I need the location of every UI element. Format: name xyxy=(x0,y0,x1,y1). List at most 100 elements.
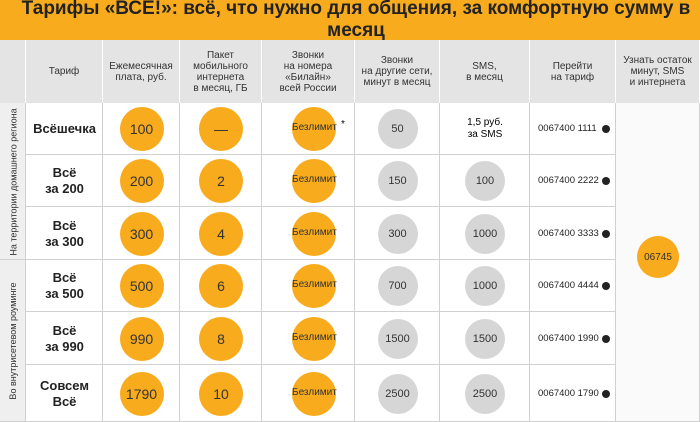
other: 1500 xyxy=(377,318,418,359)
tariff-name: Всё за 200 xyxy=(45,165,84,196)
internet-text: 4 xyxy=(217,225,225,242)
internet: 6 xyxy=(199,264,243,308)
cell-bg xyxy=(26,155,103,207)
internet-text: — xyxy=(214,121,228,137)
phone: 0067400 4444 xyxy=(538,280,599,291)
tariff-name: Всё за 300 xyxy=(45,217,84,249)
phone: 0067400 2222 xyxy=(538,175,599,186)
cell-bg xyxy=(103,155,180,207)
phone-icon xyxy=(602,125,610,133)
cell-bg xyxy=(355,103,440,155)
fee: 300 xyxy=(119,211,164,256)
tariff-name: Совсем Всё xyxy=(40,377,89,409)
cell-bg xyxy=(180,260,262,312)
column-header: Звонки на номера «Билайн» всей России xyxy=(262,40,355,103)
cell-bg xyxy=(180,155,262,207)
cell-bg xyxy=(180,312,262,365)
cell-bg xyxy=(530,260,616,312)
side-label: На территории домашнего региона xyxy=(8,107,18,256)
check-circle: 06745 xyxy=(637,236,679,278)
column-header: Пакет мобильного интернета в месяц, ГБ xyxy=(180,40,262,103)
sms: 1500 xyxy=(465,318,505,359)
cell-bg xyxy=(262,260,355,312)
cell-bg xyxy=(355,312,440,365)
cell-bg xyxy=(355,207,440,260)
other-text: 300 xyxy=(388,227,407,240)
other-text: 2500 xyxy=(385,387,410,400)
beeline-circle xyxy=(292,264,336,308)
fee-text: 100 xyxy=(129,121,154,137)
footnote-mark: * xyxy=(341,119,345,130)
other-text: 1500 xyxy=(385,332,410,345)
phone-icon xyxy=(602,334,610,343)
cell-bg xyxy=(440,260,530,312)
check-code: 06745 xyxy=(644,251,672,263)
cell-bg xyxy=(440,155,530,207)
fee-text: 300 xyxy=(129,225,154,242)
cell-bg xyxy=(530,207,616,260)
cell-bg xyxy=(180,103,262,155)
internet: 10 xyxy=(199,371,243,416)
beeline-circle xyxy=(292,107,336,151)
cell-bg xyxy=(262,207,355,260)
cell-bg xyxy=(355,155,440,207)
fee: 500 xyxy=(119,264,164,308)
phone-icon xyxy=(602,389,610,398)
cell-bg xyxy=(355,260,440,312)
internet: 4 xyxy=(199,211,243,256)
other: 300 xyxy=(377,213,418,254)
sms-text: 1000 xyxy=(472,280,498,292)
other: 50 xyxy=(377,109,418,149)
column-header: Тариф xyxy=(26,40,103,103)
phone-icon xyxy=(602,229,610,238)
internet-text: 8 xyxy=(217,330,225,347)
internet-text: 2 xyxy=(217,173,225,189)
cell-bg xyxy=(262,312,355,365)
sms: 2500 xyxy=(465,373,505,414)
column-header: Перейти на тариф xyxy=(530,40,616,103)
beeline-circle xyxy=(292,159,336,203)
other-text: 700 xyxy=(388,280,407,292)
cell-bg xyxy=(26,260,103,312)
column-header: Звонки на другие сети, минут в месяц xyxy=(355,40,440,103)
phone-icon xyxy=(602,177,610,185)
beeline-text: Безлимит xyxy=(292,386,337,398)
tariff-name: Всёшечка xyxy=(33,121,96,136)
other-text: 150 xyxy=(388,175,407,187)
title: Тарифы «ВСЁ!»: всё, что нужно для общени… xyxy=(0,0,700,41)
sms: 1000 xyxy=(465,213,505,254)
tariff-name: Всё за 500 xyxy=(45,270,84,301)
beeline-text: Безлимит xyxy=(292,226,337,238)
beeline-text: Безлимит xyxy=(292,331,337,343)
sms-text: 100 xyxy=(475,175,495,187)
cell-bg xyxy=(530,103,616,155)
sms-text: 2500 xyxy=(472,387,498,400)
cell-bg xyxy=(262,103,355,155)
cell-bg xyxy=(26,103,103,155)
fee-text: 200 xyxy=(129,173,154,189)
other-text: 50 xyxy=(391,123,404,135)
cell-bg xyxy=(103,260,180,312)
other: 2500 xyxy=(377,373,418,414)
internet: 2 xyxy=(199,159,243,203)
phone-icon xyxy=(602,282,610,290)
sms-text: 1,5 руб. за SMS xyxy=(467,117,503,140)
other: 700 xyxy=(377,266,418,306)
phone: 0067400 1990 xyxy=(538,332,599,344)
fee-text: 500 xyxy=(129,278,154,294)
beeline-circle xyxy=(292,371,336,416)
beeline-circle xyxy=(292,211,336,256)
cell-bg xyxy=(262,155,355,207)
phone: 0067400 1790 xyxy=(538,387,599,399)
beeline-circle xyxy=(292,316,336,361)
side-header xyxy=(0,40,26,103)
other: 150 xyxy=(377,161,418,201)
internet: — xyxy=(199,107,243,151)
fee-text: 1790 xyxy=(125,385,158,402)
cell-bg xyxy=(180,207,262,260)
beeline-text: Безлимит xyxy=(292,174,337,185)
cell-bg xyxy=(103,312,180,365)
beeline-text: Безлимит xyxy=(292,279,337,290)
sms: 100 xyxy=(465,161,505,201)
